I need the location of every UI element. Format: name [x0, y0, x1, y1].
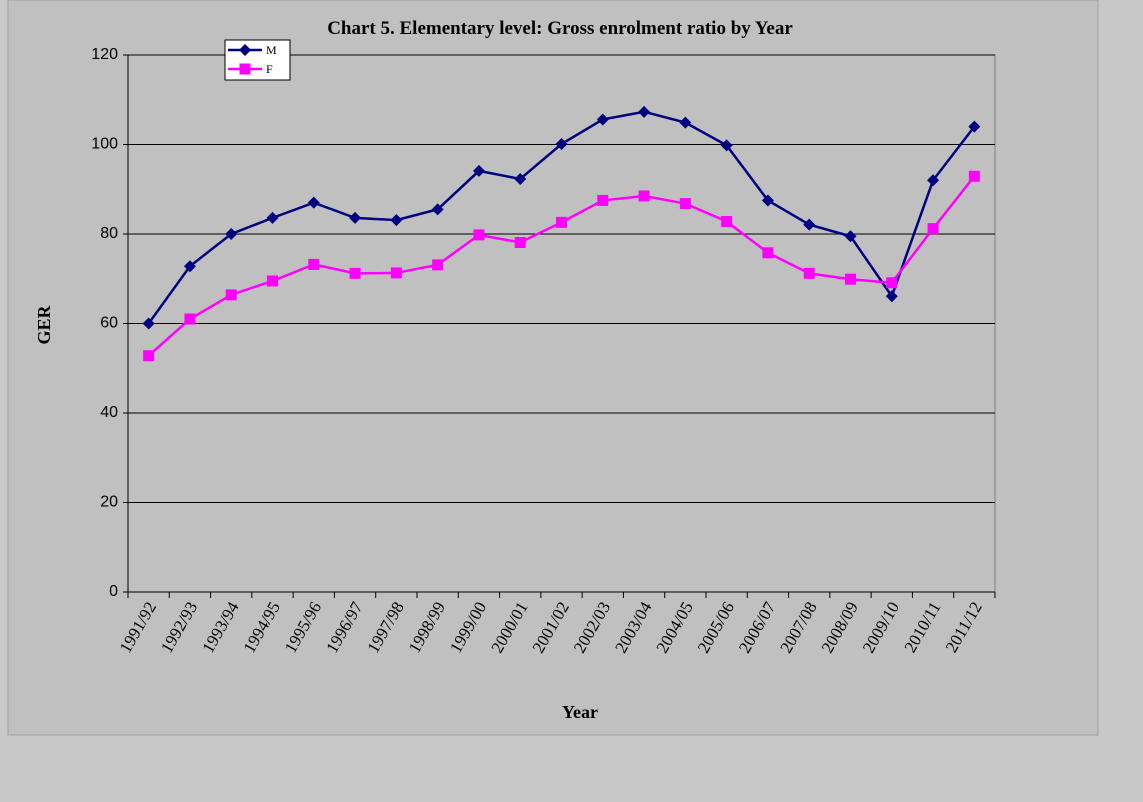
marker	[762, 247, 774, 259]
marker	[267, 275, 278, 287]
y-tick-label: 120	[91, 46, 118, 63]
marker	[514, 172, 527, 185]
marker	[679, 198, 691, 210]
marker	[431, 203, 444, 216]
y-tick-label: 20	[100, 494, 118, 511]
marker	[266, 211, 279, 224]
marker	[308, 258, 320, 270]
marker	[679, 116, 692, 129]
marker	[597, 194, 609, 206]
marker	[638, 105, 651, 118]
y-tick-label: 80	[100, 225, 118, 242]
legend-box	[224, 39, 291, 81]
marker	[761, 194, 774, 207]
chart-title: Chart 5. Elementary level: Gross enrolme…	[327, 18, 793, 39]
marker	[143, 350, 155, 362]
y-tick-label: 40	[100, 404, 118, 421]
marker	[555, 138, 568, 151]
marker	[514, 237, 526, 249]
y-tick-label: 0	[109, 583, 118, 600]
legend: MF	[224, 39, 291, 81]
marker	[885, 290, 898, 303]
marker	[432, 259, 444, 271]
legend-label: F	[266, 62, 273, 76]
marker	[556, 216, 567, 228]
y-tick-label: 100	[91, 136, 118, 153]
marker	[968, 120, 981, 133]
marker	[968, 170, 980, 182]
legend-label: M	[266, 43, 277, 57]
marker	[803, 267, 815, 279]
marker	[596, 113, 609, 126]
marker	[927, 174, 940, 187]
marker	[225, 289, 237, 301]
marker	[720, 139, 733, 152]
legend-marker	[239, 44, 251, 56]
marker	[142, 317, 155, 330]
legend-marker	[239, 63, 251, 75]
x-axis-label: Year	[562, 702, 598, 722]
marker	[349, 211, 362, 224]
marker	[473, 229, 485, 241]
marker	[183, 260, 196, 273]
y-axis-label: GER	[34, 305, 54, 345]
marker	[927, 223, 939, 235]
marker	[390, 267, 402, 279]
marker	[638, 190, 650, 202]
marker	[844, 230, 857, 243]
marker	[721, 215, 733, 227]
marker	[886, 277, 898, 289]
marker	[307, 196, 320, 209]
marker	[225, 228, 238, 240]
marker	[184, 313, 196, 325]
marker	[390, 214, 403, 227]
y-tick-label: 60	[100, 315, 118, 332]
marker	[472, 164, 485, 177]
marker	[845, 273, 856, 285]
marker	[349, 267, 361, 279]
marker	[803, 218, 816, 231]
